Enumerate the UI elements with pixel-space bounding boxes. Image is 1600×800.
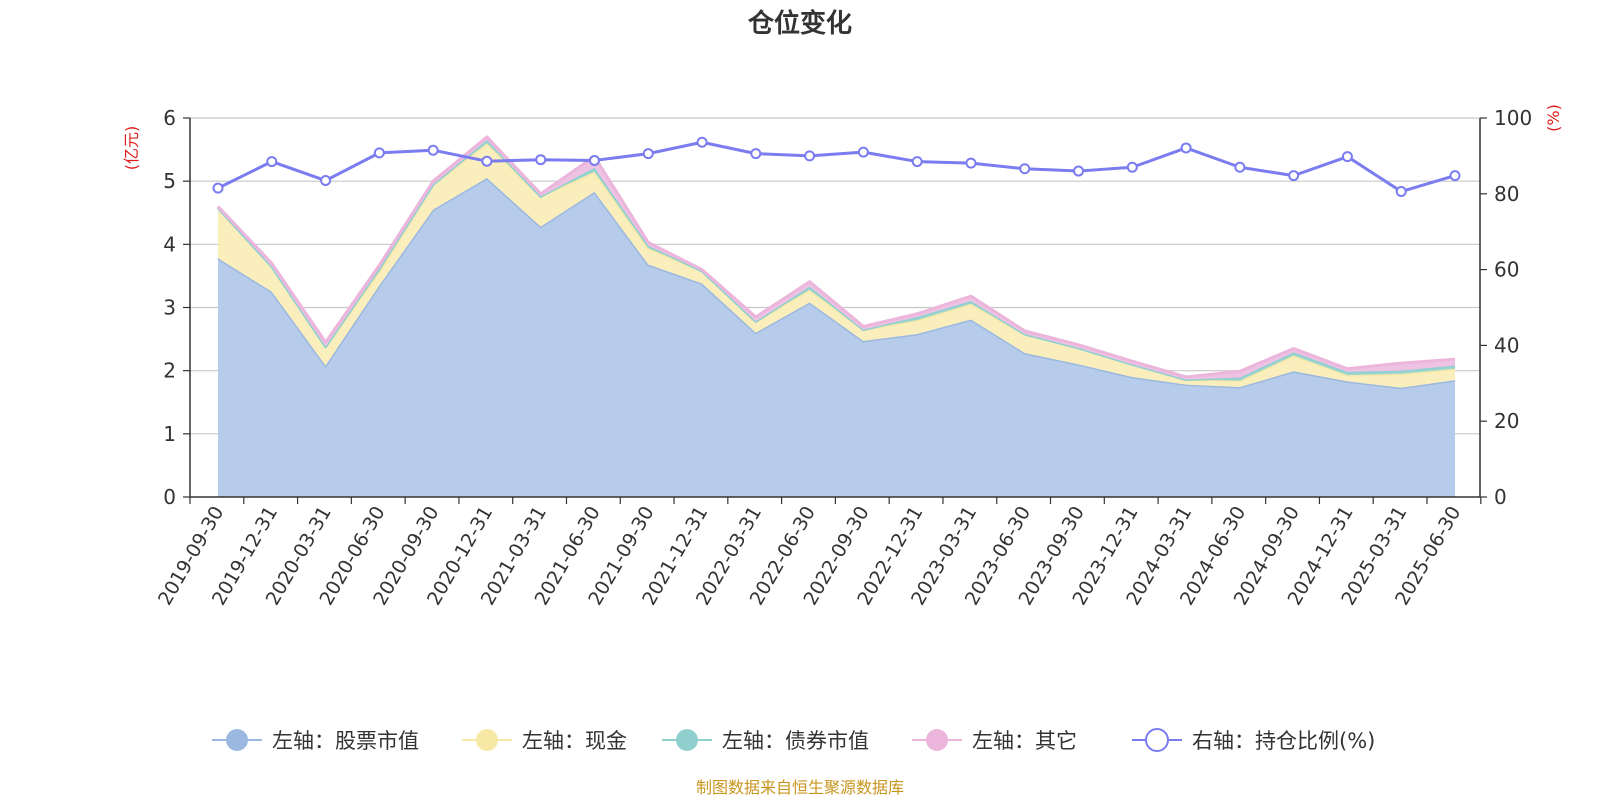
legend-swatch-marker	[1145, 728, 1169, 752]
area-左轴：现金	[218, 143, 1455, 388]
right-axis-unit: (%)	[1544, 104, 1563, 132]
ratio-point	[535, 154, 547, 166]
ratio-point	[1449, 170, 1461, 182]
right-tick-label: 80	[1494, 182, 1519, 206]
ratio-point	[1126, 161, 1138, 173]
ratio-point	[1341, 151, 1353, 163]
source-note: 制图数据来自恒生聚源数据库	[696, 778, 904, 797]
stacked-areas	[216, 135, 1456, 497]
ratio-point	[1234, 161, 1246, 173]
ratio-point	[857, 146, 869, 158]
ratio-point	[1073, 165, 1085, 177]
ratio-line-path	[217, 140, 1456, 194]
legend-swatch-marker	[676, 729, 698, 751]
ratio-point	[911, 156, 923, 168]
ratio-point	[481, 155, 493, 167]
ratio-point	[965, 157, 977, 169]
legend-swatch-marker	[476, 729, 498, 751]
ratio-point	[373, 147, 385, 159]
legend-label: 右轴：持仓比例(%)	[1192, 729, 1375, 753]
ratio-point	[804, 150, 816, 162]
ratio-point	[1019, 163, 1031, 175]
ratio-point	[696, 136, 708, 148]
legend: 左轴：股票市值 左轴：现金 左轴：债券市值 左轴：其它 右轴：持仓比例(%)	[212, 728, 1375, 753]
ratio-point	[212, 182, 224, 194]
legend-label: 左轴：其它	[972, 729, 1077, 753]
legend-label: 左轴：债券市值	[722, 729, 869, 753]
left-tick-label: 2	[163, 359, 176, 383]
legend-label: 左轴：现金	[522, 729, 627, 753]
right-tick-label: 40	[1494, 333, 1519, 357]
ratio-point	[320, 175, 332, 187]
ratio-point	[750, 148, 762, 160]
legend-swatch-marker	[926, 729, 948, 751]
ratio-point	[266, 156, 278, 168]
left-tick-label: 6	[163, 106, 176, 130]
legend-swatch-marker	[226, 729, 248, 751]
holding-ratio-line	[212, 136, 1461, 198]
ratio-point	[588, 154, 600, 166]
left-axis-unit: (亿元)	[122, 126, 141, 171]
ratio-point	[427, 144, 439, 156]
area-edge-左轴：其它	[216, 135, 1456, 379]
right-tick-label: 20	[1494, 409, 1519, 433]
right-tick-label: 100	[1494, 106, 1532, 130]
left-tick-label: 3	[163, 296, 176, 320]
ratio-point	[1288, 170, 1300, 182]
right-tick-label: 60	[1494, 258, 1519, 282]
area-左轴：股票市值	[218, 178, 1455, 497]
left-tick-label: 4	[163, 232, 176, 256]
left-tick-label: 0	[163, 485, 176, 509]
left-tick-label: 1	[163, 422, 176, 446]
ratio-point	[1395, 186, 1407, 198]
ratio-point	[642, 148, 654, 160]
left-tick-label: 5	[163, 169, 176, 193]
ratio-point	[1180, 142, 1192, 154]
legend-label: 左轴：股票市值	[272, 729, 419, 753]
right-tick-label: 0	[1494, 485, 1507, 509]
chart-title: 仓位变化	[747, 8, 852, 39]
